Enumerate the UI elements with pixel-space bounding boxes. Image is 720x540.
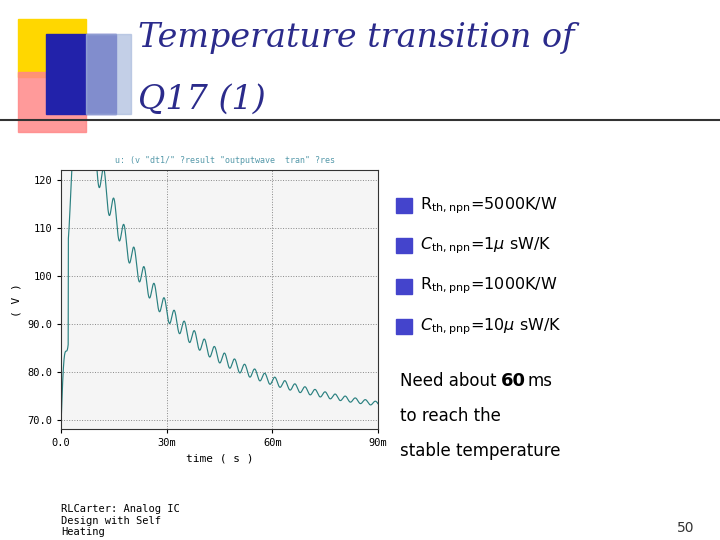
- Text: R$_{\rm th,pnp}$=1000K/W: R$_{\rm th,pnp}$=1000K/W: [420, 276, 557, 296]
- Text: 60: 60: [500, 372, 526, 390]
- Bar: [18, 19, 86, 77]
- Text: $C_{\rm th,npn}$=1$\mu$ sW/K: $C_{\rm th,npn}$=1$\mu$ sW/K: [420, 235, 551, 256]
- Bar: [86, 34, 131, 114]
- Text: Q17 (1): Q17 (1): [138, 84, 266, 116]
- Bar: [46, 34, 116, 114]
- Text: stable temperature: stable temperature: [400, 442, 560, 460]
- Y-axis label: ( V ): ( V ): [12, 283, 22, 316]
- Text: Temperature transition of: Temperature transition of: [138, 22, 575, 54]
- Text: u: (v "dt1/" ?result "outputwave  tran" ?res: u: (v "dt1/" ?result "outputwave tran" ?…: [115, 156, 336, 165]
- Text: R$_{\rm th,npn}$=5000K/W: R$_{\rm th,npn}$=5000K/W: [420, 195, 557, 215]
- Text: to reach the: to reach the: [400, 407, 500, 425]
- Bar: [18, 72, 86, 132]
- Text: $C_{\rm th,pnp}$=10$\mu$ sW/K: $C_{\rm th,pnp}$=10$\mu$ sW/K: [420, 316, 562, 337]
- Text: Need about: Need about: [400, 372, 501, 390]
- Text: RLCarter: Analog IC
Design with Self
Heating: RLCarter: Analog IC Design with Self Hea…: [61, 504, 180, 537]
- Text: ms: ms: [528, 372, 553, 390]
- Text: 50: 50: [678, 521, 695, 535]
- X-axis label: time ( s ): time ( s ): [186, 454, 253, 464]
